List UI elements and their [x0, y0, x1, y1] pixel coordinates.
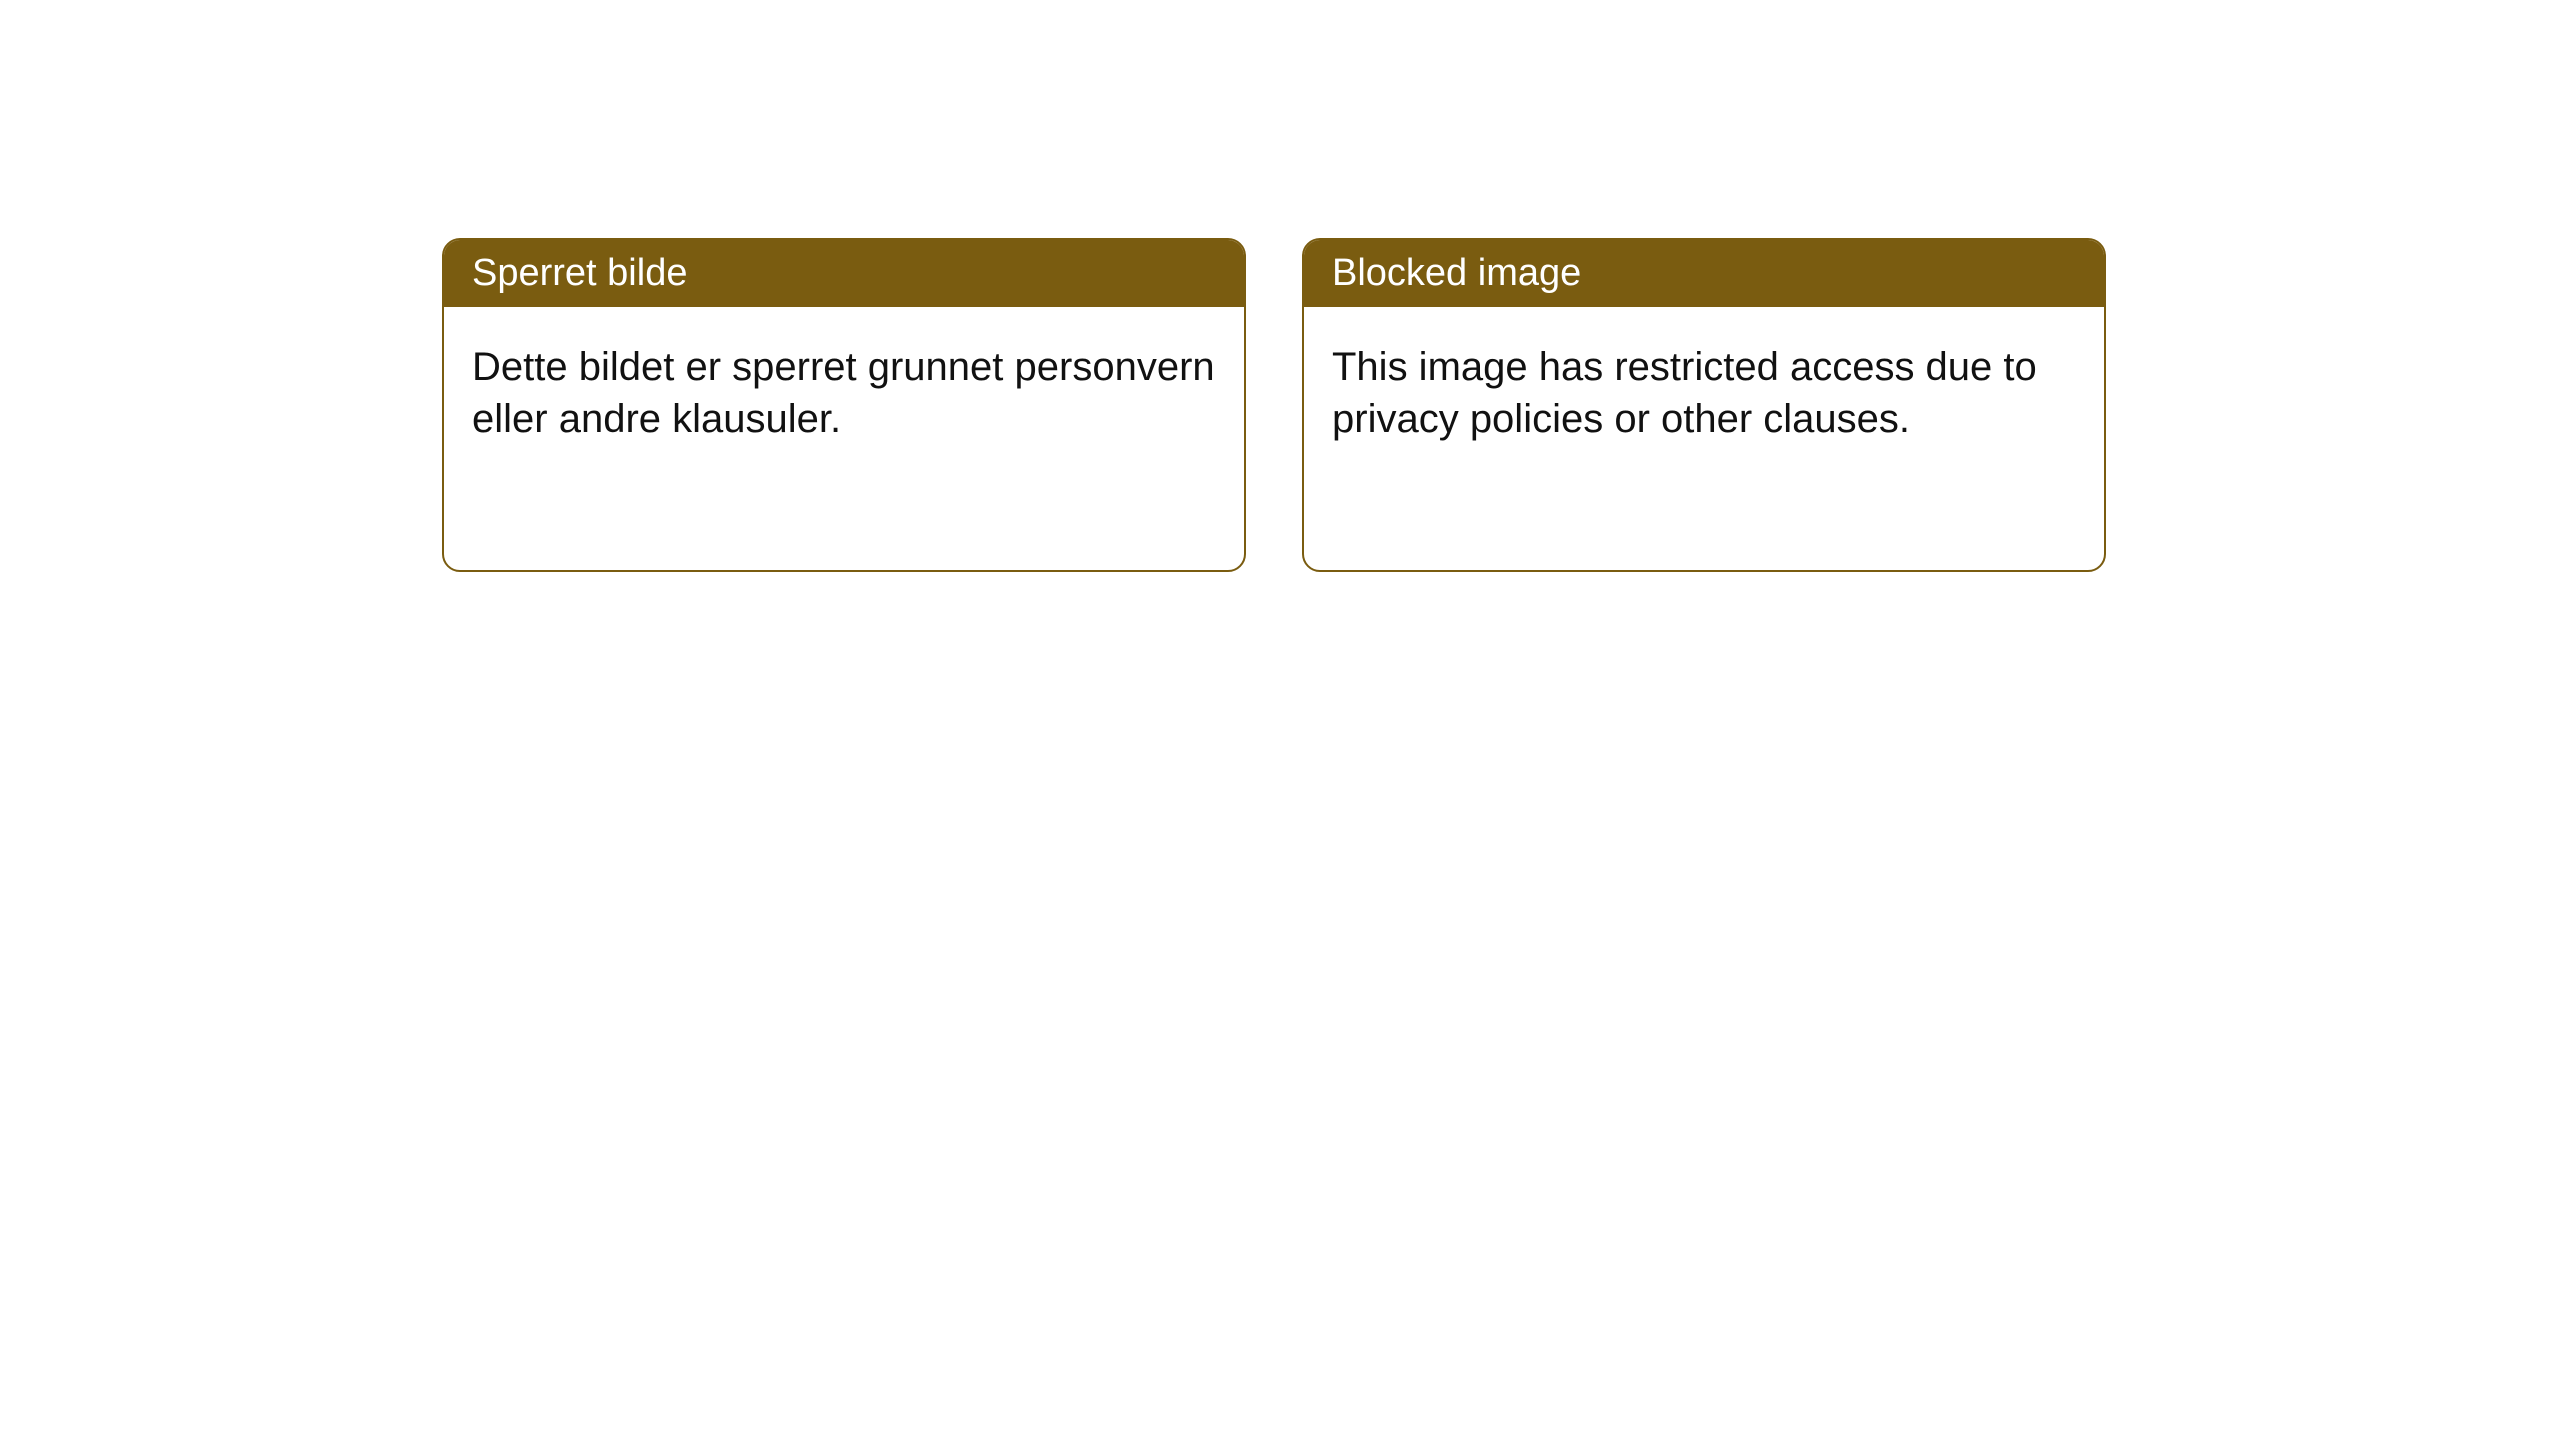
card-title: Sperret bilde: [444, 240, 1244, 307]
notice-cards-container: Sperret bilde Dette bildet er sperret gr…: [0, 0, 2560, 572]
notice-card-english: Blocked image This image has restricted …: [1302, 238, 2106, 572]
card-body-text: This image has restricted access due to …: [1304, 307, 2104, 479]
notice-card-norwegian: Sperret bilde Dette bildet er sperret gr…: [442, 238, 1246, 572]
card-title: Blocked image: [1304, 240, 2104, 307]
card-body-text: Dette bildet er sperret grunnet personve…: [444, 307, 1244, 479]
